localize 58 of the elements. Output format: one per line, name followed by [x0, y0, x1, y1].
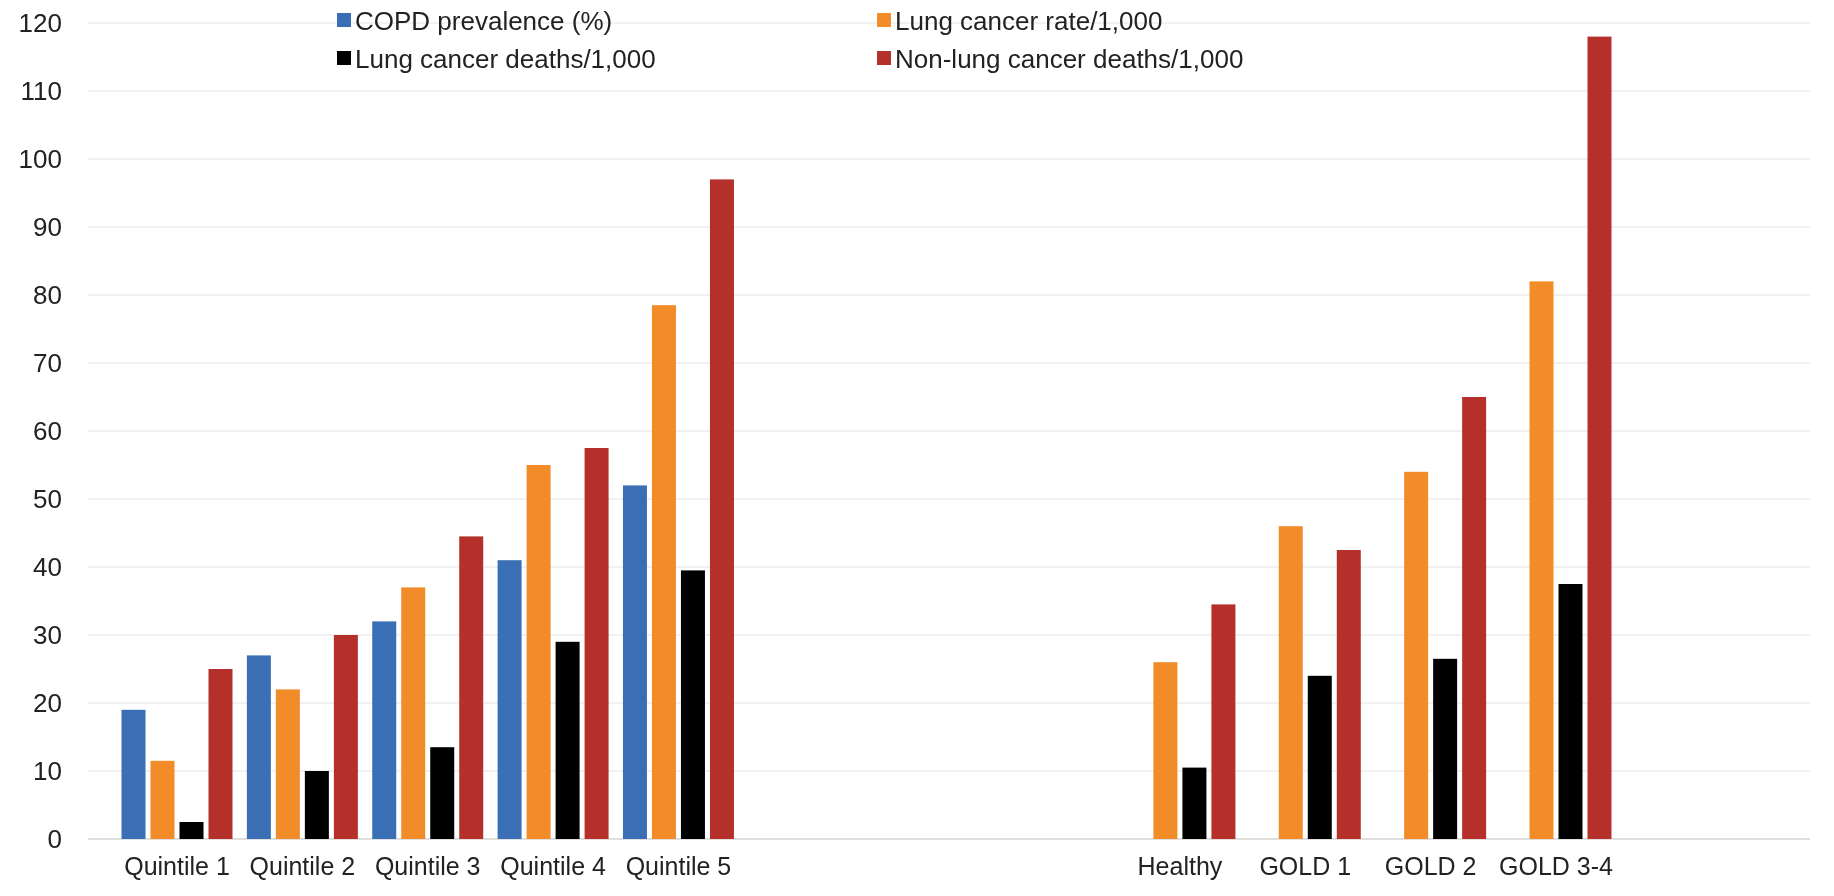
y-tick-label: 80	[33, 280, 62, 311]
bar	[1404, 471, 1429, 839]
bar	[555, 641, 580, 839]
y-tick-label: 20	[33, 688, 62, 719]
bar	[1462, 397, 1487, 839]
y-tick-label: 70	[33, 348, 62, 379]
bar	[179, 822, 204, 839]
y-tick-label: 90	[33, 212, 62, 243]
x-tick-label: Quintile 5	[625, 852, 732, 880]
x-tick-label: Healthy	[1137, 852, 1223, 880]
bar	[401, 587, 426, 839]
x-tick-label: Quintile 1	[124, 852, 230, 880]
y-tick-label: 50	[33, 484, 62, 515]
bar	[121, 709, 146, 839]
bar	[1558, 584, 1583, 839]
bar	[1278, 526, 1303, 839]
bar	[1153, 662, 1178, 839]
legend-label: Lung cancer rate/1,000	[895, 6, 1163, 37]
y-tick-label: 40	[33, 552, 62, 583]
bar	[709, 179, 734, 839]
bar	[430, 747, 455, 839]
bar	[526, 465, 551, 839]
bar	[1587, 36, 1612, 839]
y-tick-label: 100	[18, 144, 62, 175]
legend-label: Lung cancer deaths/1,000	[355, 44, 656, 75]
x-tick-label: GOLD 2	[1384, 852, 1477, 880]
x-tick-label: Quintile 2	[249, 852, 356, 880]
bar	[372, 621, 397, 839]
bar	[622, 485, 647, 839]
x-tick-label: Quintile 3	[374, 852, 481, 880]
bar	[1211, 604, 1236, 839]
bar	[208, 669, 233, 839]
bar	[1307, 675, 1332, 839]
x-tick-label: Quintile 4	[500, 852, 606, 880]
bar	[680, 570, 705, 839]
bar	[275, 689, 300, 839]
bar	[246, 655, 271, 839]
bar	[459, 536, 484, 839]
bar	[1182, 767, 1207, 839]
bar	[1529, 281, 1554, 839]
legend-label: COPD prevalence (%)	[355, 6, 613, 37]
bar	[651, 305, 676, 839]
y-tick-label: 30	[33, 620, 62, 651]
bar	[150, 760, 175, 839]
x-tick-label: GOLD 1	[1259, 852, 1352, 880]
y-tick-label: 10	[33, 756, 62, 787]
bar	[1433, 658, 1458, 839]
bar	[497, 560, 522, 839]
legend-label: Non-lung cancer deaths/1,000	[895, 44, 1244, 75]
y-tick-label: 0	[47, 824, 62, 855]
y-tick-label: 110	[20, 76, 62, 107]
bar	[584, 448, 609, 839]
y-tick-label: 120	[18, 8, 62, 39]
bar	[1336, 550, 1361, 839]
bar	[333, 635, 358, 839]
x-tick-label: GOLD 3-4	[1499, 852, 1614, 880]
bar	[304, 771, 329, 839]
y-tick-label: 60	[33, 416, 62, 447]
